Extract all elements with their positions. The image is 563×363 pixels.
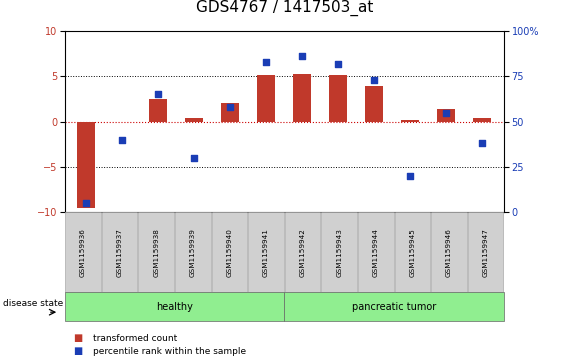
Point: [334, 61, 343, 66]
Text: transformed count: transformed count: [93, 334, 177, 343]
Bar: [77, 122, 95, 208]
Bar: [293, 74, 311, 122]
Point: [370, 77, 379, 83]
Text: GSM1159943: GSM1159943: [336, 228, 342, 277]
Text: GSM1159946: GSM1159946: [446, 228, 452, 277]
Text: GSM1159939: GSM1159939: [190, 228, 196, 277]
Text: percentile rank within the sample: percentile rank within the sample: [93, 347, 246, 356]
Bar: [329, 75, 347, 122]
Point: [190, 155, 199, 161]
Bar: [221, 103, 239, 122]
Text: GSM1159937: GSM1159937: [117, 228, 123, 277]
Text: GSM1159936: GSM1159936: [80, 228, 86, 277]
Point: [154, 91, 163, 97]
Text: GSM1159947: GSM1159947: [482, 228, 489, 277]
Point: [262, 59, 271, 65]
Text: healthy: healthy: [156, 302, 193, 312]
Bar: [437, 109, 455, 122]
Text: GSM1159941: GSM1159941: [263, 228, 269, 277]
Point: [442, 110, 451, 115]
Text: GSM1159945: GSM1159945: [409, 228, 415, 277]
Text: disease state: disease state: [3, 299, 63, 307]
Text: GSM1159938: GSM1159938: [153, 228, 159, 277]
Text: ■: ■: [73, 346, 82, 356]
Bar: [149, 99, 167, 122]
Point: [298, 53, 307, 59]
Text: GSM1159944: GSM1159944: [373, 228, 379, 277]
Text: GSM1159942: GSM1159942: [300, 228, 306, 277]
Bar: [365, 86, 383, 122]
Text: pancreatic tumor: pancreatic tumor: [352, 302, 436, 312]
Bar: [401, 120, 419, 122]
Point: [406, 173, 415, 179]
Point: [478, 140, 487, 146]
Text: GSM1159940: GSM1159940: [226, 228, 233, 277]
Text: GDS4767 / 1417503_at: GDS4767 / 1417503_at: [195, 0, 373, 16]
Point: [118, 137, 127, 143]
Bar: [473, 118, 491, 122]
Point: [82, 200, 91, 206]
Bar: [185, 118, 203, 122]
Point: [226, 104, 235, 110]
Text: ■: ■: [73, 333, 82, 343]
Bar: [257, 75, 275, 122]
